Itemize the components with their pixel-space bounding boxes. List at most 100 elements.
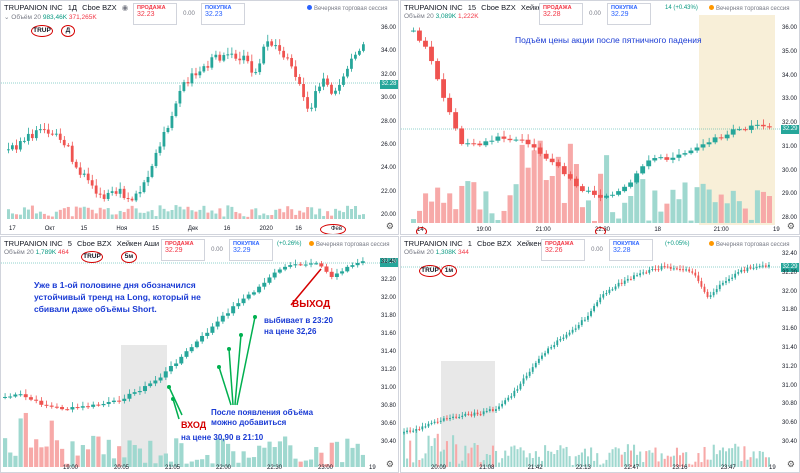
volume-bar [430,445,433,467]
green-arrow [172,398,180,420]
candle-body [189,347,194,352]
chart-pane-5m[interactable]: TRUPANION INC 5 Cboe BZX Хейкен Аши Объё… [0,236,399,473]
chart-pane-1m[interactable]: TRUPANION INC 1 Cboe BZX Хейкен Аши Объё… [400,236,800,473]
volume-value-2: 464 [57,249,69,256]
candle-body [274,45,278,47]
candle-body [706,142,712,145]
candle-body [200,335,205,342]
interval-label[interactable]: 1Д [67,3,77,12]
sell-button[interactable]: ПРОДАЖА 32.23 [133,3,177,25]
candle-body [482,411,485,415]
time-tick: 16 [295,226,302,232]
buy-button[interactable]: ПОКУПКА 32.29 [229,239,273,261]
volume-bar [459,185,465,223]
volume-bar [220,438,225,467]
volume-bar [111,458,117,467]
volume-bar [507,455,510,467]
time-tick: Дек [187,226,198,232]
circle-label-interval: 1м [441,265,457,277]
chart-pane-15m[interactable]: TRUPANION INC 15 Cboe BZX Хейкен Аши Объ… [400,0,800,235]
volume-bar [620,454,623,467]
m15-candles-plot [401,15,793,225]
symbol-label[interactable]: TRUPANION INC [404,3,463,12]
exit-title: ВЫХОД [292,299,331,310]
volume-bar [435,187,441,223]
volume-bar [544,445,547,467]
volume-bar [449,461,452,467]
volume-bar [46,215,50,219]
exchange-label: Cboe BZX [481,3,516,12]
volume-label: Объём 20 [404,249,434,256]
volume-bar [482,460,485,467]
gear-icon[interactable]: ⚙ [786,221,795,231]
volume-bar [604,155,610,223]
candle-body [158,377,163,381]
volume-bar [122,457,127,467]
m1-candles-plot [401,261,791,467]
time-tick: 23:00 [318,465,334,471]
candle-body [531,144,537,148]
candle-body [143,386,147,392]
volume-bar [278,208,282,219]
symbol-label[interactable]: TRUPANION INC [404,239,463,248]
volume-bar [26,209,30,219]
price-tick: 30.60 [781,420,797,427]
candle-body [501,403,503,407]
sell-button[interactable]: ПРОДАЖА 32.28 [539,3,583,25]
volume-bar [574,456,577,467]
volume-bar [664,203,670,223]
candle-body [262,46,266,64]
buy-button[interactable]: ПОКУПКА 32.23 [201,3,245,25]
volume-bar [531,150,537,223]
interval-label[interactable]: 15 [467,3,477,12]
candle-body [178,90,182,104]
price-badge: 32.29 [781,125,799,134]
volume-bar [489,213,495,223]
symbol-label[interactable]: TRUPANION INC [4,3,63,12]
symbol-label[interactable]: TRUPANION INC [4,239,63,248]
sell-button[interactable]: ПРОДАЖА 32.26 [541,239,585,261]
candle-body [403,432,405,434]
candle-body [583,319,586,321]
interval-label[interactable]: 5 [67,239,72,248]
volume-bar [666,455,669,467]
volume-bar [657,461,660,467]
sell-button[interactable]: ПРОДАЖА 32.29 [161,239,205,261]
time-tick: 22:30 [267,465,283,471]
time-tick: 19:00 [63,465,79,471]
time-tick: 22:00 [216,465,232,471]
candle-body [231,306,236,314]
candle-body [544,353,546,356]
candle-body [604,195,609,198]
volume-legend: ⌄ Объём 20 983,46K 371,265K [4,13,97,21]
buy-button[interactable]: ПОКУПКА 32.29 [607,3,651,25]
gear-icon[interactable]: ⚙ [786,459,795,469]
interval-label[interactable]: 1 [467,239,472,248]
volume-bar [198,209,202,219]
volume-bar [118,210,122,219]
chevron-down-icon[interactable]: ⌄ [4,14,10,21]
gear-icon[interactable]: ⚙ [385,459,394,469]
volume-bar [218,208,222,219]
volume-bar [174,438,179,467]
volume-bar [461,460,464,467]
chart-pane-daily[interactable]: TRUPANION INC 1Д Cboe BZX ◉ ⋯ ⌄ Объём 20… [0,0,399,235]
circle-label-trup: TRUP [81,251,103,263]
candle-body [306,97,309,109]
candle-body [251,292,256,295]
volume-bar [190,210,194,219]
volume-bar [555,156,561,223]
buy-button[interactable]: ПОКУПКА 32.28 [609,239,653,261]
gear-icon[interactable]: ⚙ [385,221,394,231]
volume-bar [767,457,770,467]
candle-body [724,134,730,139]
candle-body [531,367,534,372]
visibility-eye-icon[interactable]: ◉ [121,3,129,12]
candle-body [75,407,80,409]
candle-body [58,133,62,140]
annotation-text: Подъём цены акции после пятничного паден… [515,35,702,45]
candle-body [3,396,7,398]
volume-bar [559,445,562,467]
volume-bar [49,420,54,467]
candle-body [326,78,329,85]
